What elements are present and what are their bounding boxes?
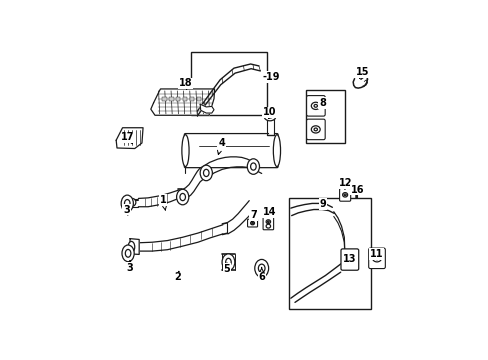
- Text: 14: 14: [262, 207, 276, 217]
- Ellipse shape: [247, 159, 259, 174]
- Bar: [183, 97, 187, 101]
- Polygon shape: [116, 128, 143, 149]
- Ellipse shape: [203, 169, 208, 176]
- Text: 15: 15: [355, 67, 369, 78]
- Ellipse shape: [125, 249, 131, 257]
- Ellipse shape: [347, 258, 351, 261]
- Bar: [189, 97, 194, 101]
- FancyBboxPatch shape: [340, 249, 358, 270]
- FancyBboxPatch shape: [339, 188, 350, 201]
- Polygon shape: [200, 104, 214, 113]
- Text: 13: 13: [343, 255, 356, 264]
- Ellipse shape: [311, 102, 320, 109]
- Text: 8: 8: [319, 98, 325, 108]
- Ellipse shape: [124, 199, 130, 207]
- Text: 6: 6: [258, 267, 264, 283]
- Text: 18: 18: [178, 78, 192, 89]
- Ellipse shape: [342, 193, 347, 197]
- Text: 4: 4: [217, 138, 224, 154]
- Bar: [191, 51, 267, 115]
- Ellipse shape: [265, 220, 270, 224]
- Text: 5: 5: [223, 263, 230, 274]
- Text: -19: -19: [262, 72, 280, 82]
- Text: 2: 2: [173, 271, 180, 283]
- Text: 3: 3: [126, 261, 133, 273]
- Ellipse shape: [344, 194, 346, 195]
- Ellipse shape: [251, 222, 253, 224]
- Text: 3: 3: [123, 204, 129, 215]
- Bar: [196, 97, 201, 101]
- Polygon shape: [150, 89, 214, 115]
- Text: 1: 1: [160, 195, 166, 210]
- Ellipse shape: [128, 198, 136, 206]
- Bar: [175, 97, 180, 101]
- Text: 17: 17: [121, 132, 135, 144]
- Ellipse shape: [313, 128, 317, 131]
- Ellipse shape: [176, 189, 188, 205]
- Ellipse shape: [372, 255, 381, 262]
- Ellipse shape: [122, 245, 134, 262]
- Text: 9: 9: [319, 199, 325, 209]
- Ellipse shape: [222, 254, 234, 270]
- Bar: [168, 97, 173, 101]
- Ellipse shape: [250, 221, 254, 225]
- Text: 16: 16: [350, 185, 364, 194]
- Ellipse shape: [258, 264, 264, 273]
- Ellipse shape: [180, 193, 185, 201]
- FancyBboxPatch shape: [184, 134, 278, 168]
- Polygon shape: [138, 190, 178, 207]
- Ellipse shape: [313, 104, 317, 107]
- FancyBboxPatch shape: [263, 216, 273, 230]
- Ellipse shape: [264, 111, 276, 121]
- Ellipse shape: [273, 135, 280, 167]
- Ellipse shape: [265, 224, 270, 228]
- Ellipse shape: [225, 258, 231, 266]
- Bar: [289, 198, 370, 309]
- Text: 11: 11: [369, 249, 383, 259]
- Ellipse shape: [311, 126, 320, 133]
- FancyBboxPatch shape: [368, 248, 385, 269]
- Ellipse shape: [267, 114, 272, 118]
- Ellipse shape: [128, 242, 135, 252]
- Polygon shape: [130, 239, 139, 255]
- Ellipse shape: [250, 163, 256, 170]
- Bar: [162, 97, 166, 101]
- FancyBboxPatch shape: [247, 219, 257, 227]
- Text: 10: 10: [263, 108, 276, 118]
- Ellipse shape: [375, 257, 378, 260]
- FancyBboxPatch shape: [306, 119, 325, 140]
- Bar: [305, 90, 344, 143]
- Ellipse shape: [182, 135, 189, 167]
- Text: 12: 12: [338, 178, 351, 189]
- FancyBboxPatch shape: [306, 96, 325, 116]
- Ellipse shape: [267, 221, 268, 222]
- Text: 7: 7: [249, 210, 256, 221]
- Polygon shape: [138, 225, 223, 251]
- Ellipse shape: [254, 260, 268, 277]
- Ellipse shape: [121, 195, 133, 212]
- Ellipse shape: [344, 256, 354, 263]
- Ellipse shape: [200, 165, 212, 181]
